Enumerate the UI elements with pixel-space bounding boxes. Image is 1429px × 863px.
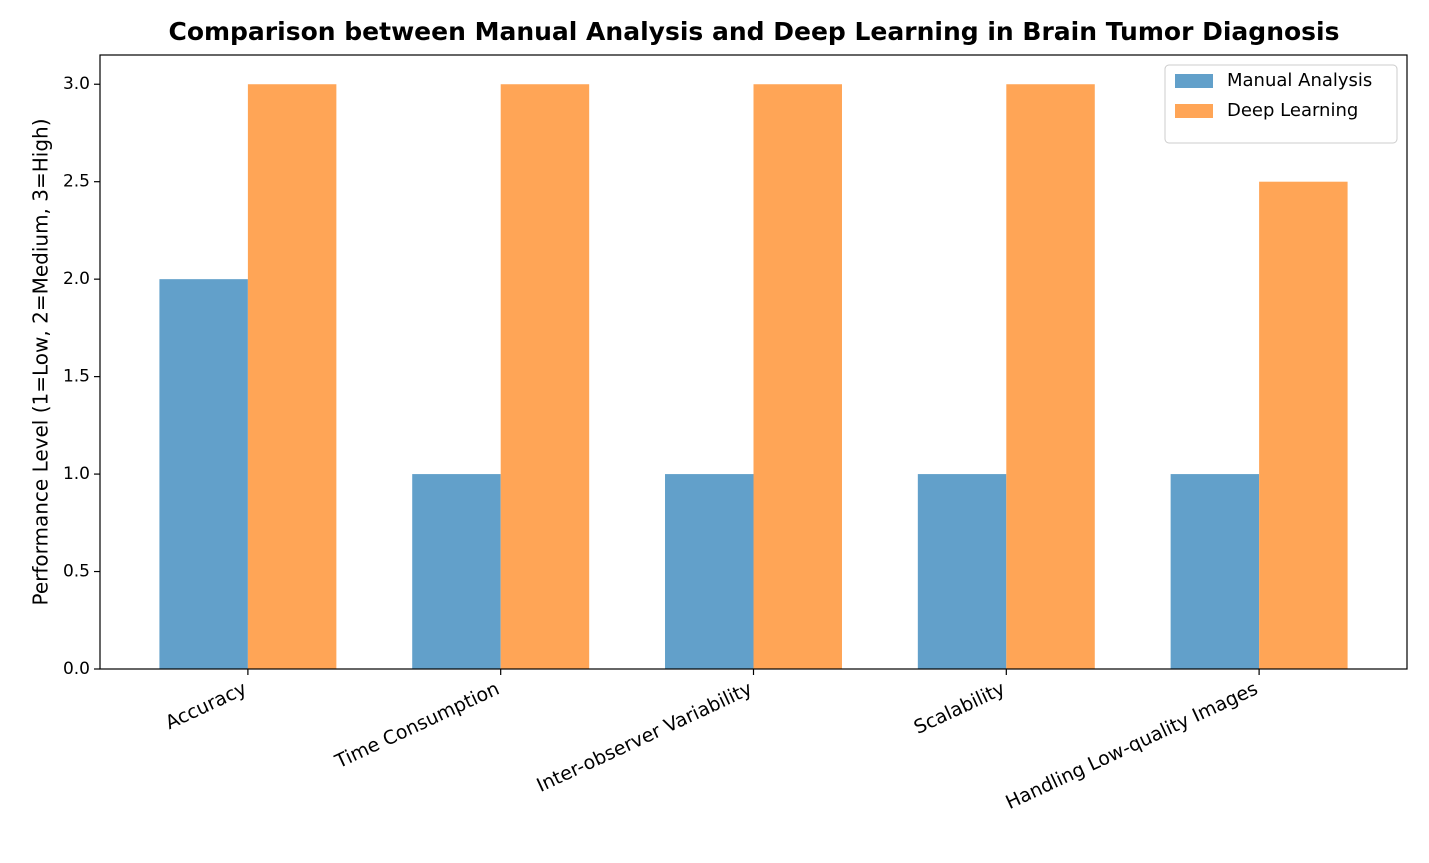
x-tick-label: Inter-observer Variability: [533, 678, 755, 797]
bar: [1170, 474, 1260, 669]
bar: [247, 84, 337, 669]
y-tick-label: 1.5: [63, 367, 90, 387]
x-tick-label: Handling Low-quality Images: [1002, 678, 1261, 814]
bar: [917, 474, 1007, 669]
bar: [500, 84, 590, 669]
y-tick-label: 1.0: [63, 464, 90, 484]
legend-swatch: [1175, 74, 1213, 88]
plot-frame: [99, 54, 1408, 670]
y-axis-label: Performance Level (1=Low, 2=Medium, 3=Hi…: [29, 118, 53, 605]
legend: Manual Analysis Deep Learning: [1164, 64, 1398, 144]
bar: [159, 279, 248, 669]
y-tick-label: 2.5: [63, 172, 90, 192]
chart-title: Comparison between Manual Analysis and D…: [168, 17, 1339, 46]
y-tick-label: 0.5: [63, 562, 90, 582]
y-tick-label: 3.0: [63, 74, 90, 94]
x-tick-label: Accuracy: [162, 678, 250, 735]
bar: [665, 474, 754, 669]
legend-frame: [1164, 64, 1398, 144]
bar: [1259, 181, 1348, 669]
legend-swatch: [1175, 104, 1213, 118]
bar: [412, 474, 501, 669]
x-tick-label: Scalability: [911, 678, 1009, 739]
y-tick-label: 0.0: [63, 659, 90, 679]
bar: [753, 84, 842, 669]
legend-label: Deep Learning: [1227, 100, 1358, 121]
x-tick-label: Time Consumption: [331, 678, 503, 774]
legend-label: Manual Analysis: [1227, 70, 1372, 91]
y-tick-label: 2.0: [63, 269, 90, 289]
bar: [1006, 84, 1095, 669]
